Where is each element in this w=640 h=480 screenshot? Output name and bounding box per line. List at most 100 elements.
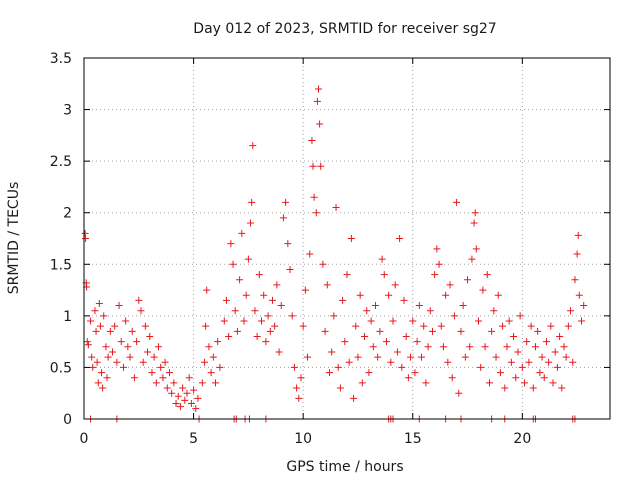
data-point (222, 296, 230, 304)
data-point (505, 317, 513, 325)
data-point (165, 369, 173, 377)
data-point (95, 299, 103, 307)
data-point (437, 322, 445, 330)
data-point (286, 265, 294, 273)
data-point (534, 327, 542, 335)
data-point (148, 369, 156, 377)
data-point (159, 374, 167, 382)
plot-frame (83, 57, 611, 420)
data-point (422, 379, 430, 387)
data-point (415, 302, 423, 310)
data-point (396, 235, 404, 242)
data-point (569, 358, 577, 366)
data-point (538, 353, 546, 361)
data-point (343, 271, 351, 279)
data-point (295, 394, 303, 402)
data-point (201, 358, 209, 366)
data-point (238, 229, 246, 237)
data-point (516, 312, 524, 320)
y-tick-label: 3.5 (50, 51, 72, 67)
data-point (273, 281, 281, 289)
data-point (181, 396, 189, 404)
data-point (376, 327, 384, 335)
x-tick-label: 20 (513, 431, 531, 447)
data-point (87, 317, 95, 325)
data-point (108, 348, 116, 356)
data-point (387, 358, 395, 366)
data-point (220, 317, 228, 325)
data-point (503, 343, 511, 351)
data-point (471, 209, 479, 217)
data-point (325, 369, 333, 377)
x-tick-label: 10 (294, 431, 312, 447)
data-point (321, 327, 329, 335)
data-point (328, 348, 336, 356)
data-point (426, 307, 434, 315)
data-point (83, 338, 91, 346)
data-point (450, 312, 458, 320)
data-point (444, 358, 452, 366)
data-point (229, 260, 237, 268)
axis-ticks (83, 57, 610, 420)
data-point (242, 291, 250, 299)
data-point (464, 276, 472, 284)
data-point (313, 97, 321, 105)
data-point (231, 307, 239, 315)
data-point (271, 322, 279, 330)
data-point (133, 338, 141, 346)
data-point (310, 193, 318, 201)
data-point (536, 369, 544, 377)
data-point (556, 332, 564, 340)
data-point (194, 394, 202, 402)
data-point (174, 392, 182, 400)
data-point (319, 260, 327, 268)
grid (84, 58, 610, 419)
data-point (431, 271, 439, 279)
data-point (207, 369, 215, 377)
data-point (413, 338, 421, 346)
data-point (380, 271, 388, 279)
data-point (574, 231, 582, 239)
data-point (350, 394, 358, 402)
data-point (248, 198, 256, 206)
data-point (297, 374, 305, 382)
data-point (391, 281, 399, 289)
data-point (435, 260, 443, 268)
data-point (102, 343, 110, 351)
data-point (203, 286, 211, 294)
data-point (172, 400, 180, 408)
data-point (468, 255, 476, 263)
y-tick-label: 2 (63, 206, 72, 222)
data-point (453, 198, 461, 206)
data-point (279, 214, 287, 222)
data-point (361, 332, 369, 340)
data-point (168, 389, 176, 397)
y-tick-label: 1.5 (50, 257, 72, 273)
data-point (352, 322, 360, 330)
data-point (301, 286, 309, 294)
data-point (477, 363, 485, 371)
data-point (91, 307, 99, 315)
data-point (288, 312, 296, 320)
data-point (135, 296, 143, 304)
data-point (334, 363, 342, 371)
data-point (418, 353, 426, 361)
data-point (551, 348, 559, 356)
data-point (542, 338, 550, 346)
data-point (518, 363, 526, 371)
data-point (185, 374, 193, 382)
data-point (365, 369, 373, 377)
data-point (146, 332, 154, 340)
data-point (354, 353, 362, 361)
chart-title: Day 012 of 2023, SRMTID for receiver sg2… (193, 21, 496, 37)
data-point (345, 358, 353, 366)
data-point (389, 317, 397, 325)
data-point (540, 374, 548, 382)
data-point (483, 271, 491, 279)
data-point (336, 384, 344, 392)
data-point (216, 363, 224, 371)
data-point (393, 348, 401, 356)
data-point (580, 302, 588, 310)
data-point (341, 338, 349, 346)
data-point (277, 302, 285, 310)
